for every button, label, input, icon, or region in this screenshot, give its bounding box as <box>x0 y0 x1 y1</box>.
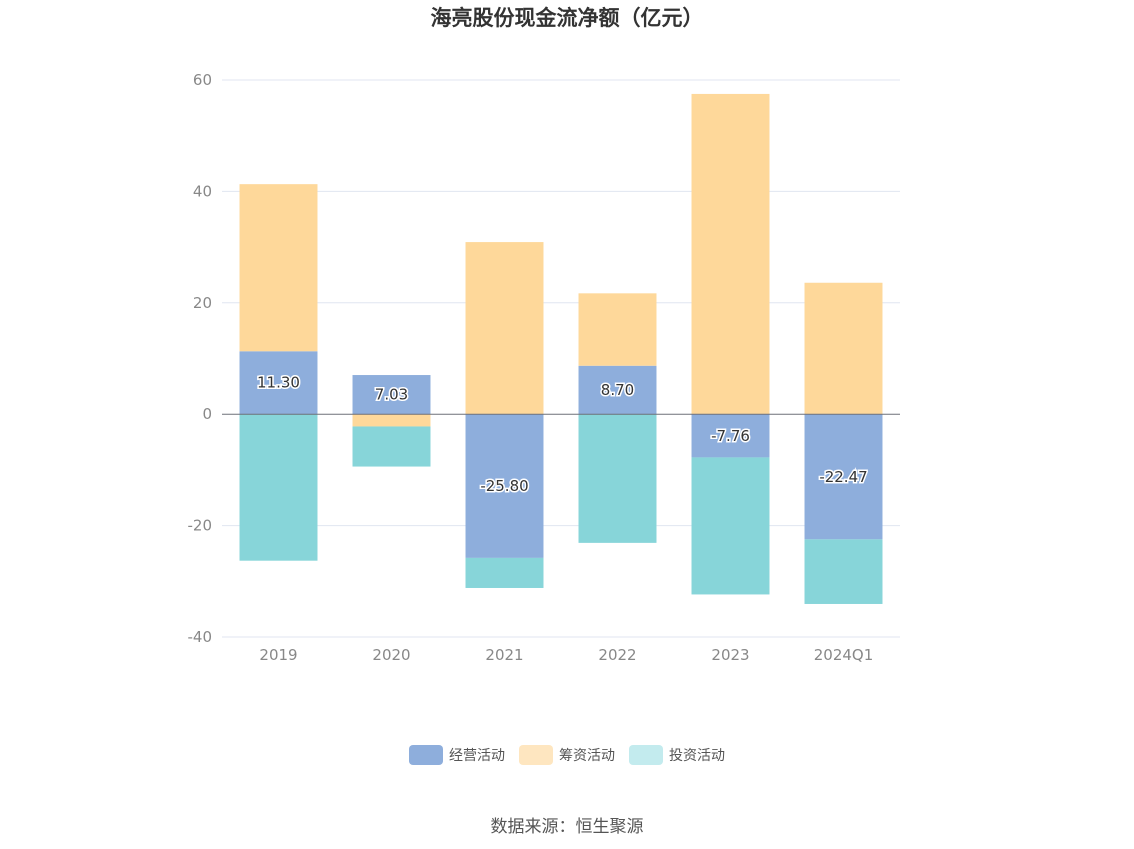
chart-title: 海亮股份现金流净额（亿元） <box>430 6 704 30</box>
legend-item-financing[interactable]: 筹资活动 <box>519 745 615 765</box>
y-tick-label: 40 <box>193 182 212 200</box>
legend-swatch-operating <box>409 745 443 765</box>
x-tick-label: 2022 <box>598 646 636 664</box>
data-label: 11.30 <box>257 374 300 392</box>
legend-swatch-financing <box>519 745 553 765</box>
legend-item-operating[interactable]: 经营活动 <box>409 745 505 765</box>
bar-1-2023 <box>691 93 770 415</box>
bar-2-2019 <box>239 414 318 561</box>
data-labels: 11.30 7.03 -25.80 8.70 -7.76 -22.47 <box>256 372 870 496</box>
legend-label-financing: 筹资活动 <box>559 748 615 764</box>
x-tick-label: 2021 <box>485 646 523 664</box>
bar-0-2023 <box>691 414 770 458</box>
legend: 经营活动 筹资活动 投资活动 <box>0 745 1134 765</box>
y-tick-label: 20 <box>193 294 212 312</box>
legend-item-investing[interactable]: 投资活动 <box>629 745 725 765</box>
bar-0-2021 <box>465 414 544 558</box>
y-tick-label: 60 <box>193 71 212 89</box>
y-axis: -40 -20 0 20 40 60 <box>188 71 213 646</box>
x-axis: 2019 2020 2021 2022 2023 2024Q1 <box>259 646 873 664</box>
y-tick-label: -40 <box>188 628 213 646</box>
data-label: 8.70 <box>601 381 634 399</box>
bar-1-2019 <box>239 184 318 352</box>
x-tick-label: 2019 <box>259 646 297 664</box>
data-label: -25.80 <box>480 477 528 495</box>
data-label: -22.47 <box>819 468 867 486</box>
bar-1-2020 <box>352 414 431 427</box>
bar-1-2024Q1 <box>804 282 883 415</box>
bar-0-2019 <box>239 351 318 415</box>
legend-label-operating: 经营活动 <box>449 748 505 764</box>
bar-0-2020 <box>352 375 431 415</box>
y-tick-label: -20 <box>188 517 213 535</box>
y-tick-label: 0 <box>202 405 212 423</box>
data-label: 7.03 <box>375 386 408 404</box>
source-note: 数据来源：恒生聚源 <box>490 817 644 837</box>
bar-1-2021 <box>465 242 544 415</box>
data-label: -7.76 <box>711 427 750 445</box>
gridlines <box>222 79 900 638</box>
bar-2-2023 <box>691 457 770 595</box>
x-tick-label: 2020 <box>372 646 410 664</box>
bar-2-2024Q1 <box>804 539 883 604</box>
bars <box>239 93 883 604</box>
x-tick-label: 2023 <box>711 646 749 664</box>
bar-1-2022 <box>578 293 657 366</box>
bar-0-2022 <box>578 365 657 415</box>
bar-2-2020 <box>352 426 431 467</box>
legend-label-investing: 投资活动 <box>669 748 725 764</box>
x-tick-label: 2024Q1 <box>814 646 874 664</box>
bar-2-2022 <box>578 414 657 543</box>
bar-0-2024Q1 <box>804 414 883 540</box>
bar-2-2021 <box>465 557 544 588</box>
legend-swatch-investing <box>629 745 663 765</box>
